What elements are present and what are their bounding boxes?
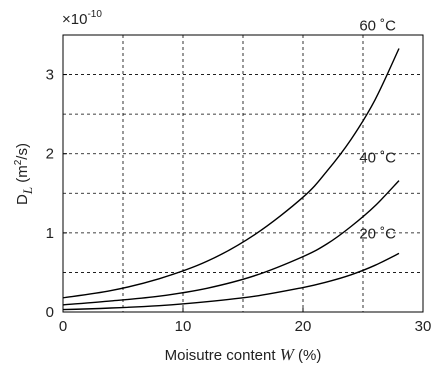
plot-frame (62, 34, 424, 313)
x-axis-label: Moisutre content W (%) (165, 345, 322, 364)
x-tick-label-2: 20 (295, 318, 312, 335)
y-tick-label-1: 1 (46, 225, 54, 242)
x-axis-label-prefix: Moisutre content (165, 347, 280, 364)
x-tick-label-3: 30 (415, 318, 431, 335)
y-axis-label-unit-close: /s) (14, 143, 31, 160)
x-axis-label-variable: W (280, 345, 296, 364)
series-line-2 (62, 252, 400, 311)
y-multiplier-exponent: -10 (87, 9, 102, 20)
y-tick-label-0: 0 (46, 304, 54, 321)
tick-marks: 0 10 20 30 0 1 2 3 (46, 67, 431, 335)
y-multiplier-base: ×10 (62, 11, 87, 28)
x-tick-label-1: 10 (175, 318, 192, 335)
y-axis-label-unit-open: (m (14, 165, 31, 187)
y-axis-label: DL (m2/s) (13, 143, 35, 205)
grid-lines (63, 35, 423, 312)
y-tick-label-3: 3 (46, 67, 54, 84)
y-tick-label-2: 2 (46, 146, 54, 163)
series-label-2: 20 ˚C (359, 225, 396, 242)
y-axis-label-unit-exponent: 2 (13, 159, 24, 165)
y-multiplier: ×10-10 (62, 9, 102, 28)
series-line-1 (62, 180, 400, 306)
series-curves: 60 ˚C 40 ˚C 20 ˚C (62, 17, 400, 311)
series-line-0 (62, 48, 400, 299)
x-tick-label-0: 0 (59, 318, 67, 335)
x-axis-label-suffix: (%) (294, 347, 322, 364)
y-axis-label-subscript: L (20, 187, 35, 195)
series-label-0: 60 ˚C (359, 17, 396, 34)
y-axis-label-main: D (14, 194, 31, 205)
series-label-1: 40 ˚C (359, 150, 396, 167)
